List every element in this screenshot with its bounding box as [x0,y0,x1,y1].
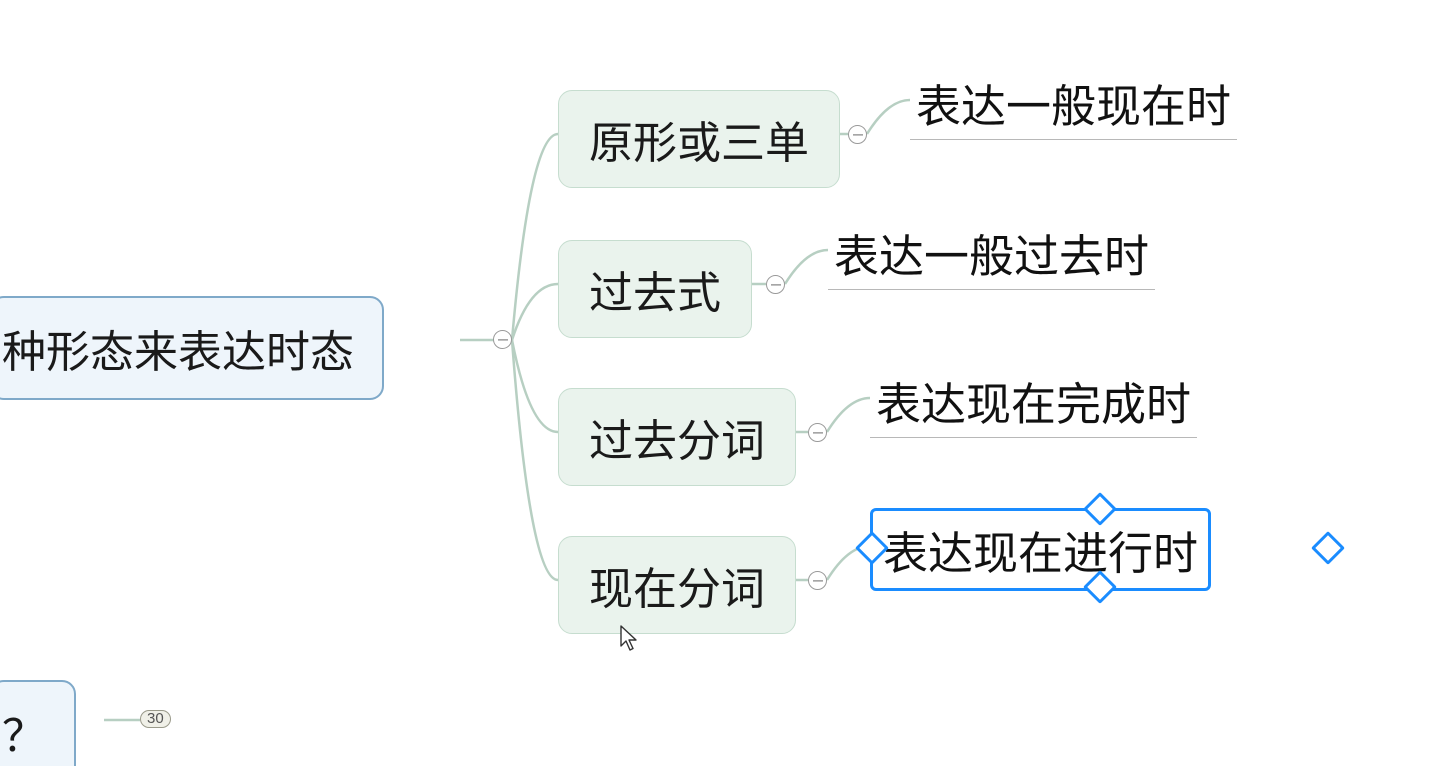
mindmap-root-node[interactable]: 种形态来表达时态 [0,296,384,400]
mindmap-leaf-node-2[interactable]: 表达一般过去时 [828,216,1155,290]
mindmap-node-mid1[interactable]: 原形或三单 [558,90,840,188]
mindmap-node-mid4[interactable]: 现在分词 [558,536,796,634]
node-label: 现在分词 [589,565,765,614]
expand-collapse-toggle[interactable] [766,275,785,294]
expand-collapse-toggle[interactable] [808,571,827,590]
leaf-label: 表达现在进行时 [883,528,1198,579]
leaf-label: 表达现在完成时 [876,379,1191,430]
root-node-label: 种形态来表达时态 [2,328,354,377]
mindmap-leaf-node-1[interactable]: 表达一般现在时 [910,66,1237,140]
node-label: 过去式 [589,269,721,318]
mindmap-root-node-2[interactable]: ？ [0,680,76,766]
expand-collapse-toggle[interactable] [493,330,512,349]
mindmap-node-mid3[interactable]: 过去分词 [558,388,796,486]
node-label: 过去分词 [589,417,765,466]
expand-collapse-toggle[interactable] [808,423,827,442]
leaf-label: 表达一般过去时 [834,231,1149,282]
selection-handle-right[interactable] [1311,531,1345,565]
root-node-2-label: ？ [2,712,46,761]
mindmap-leaf-node-3[interactable]: 表达现在完成时 [870,364,1197,438]
expand-collapse-toggle[interactable] [848,125,867,144]
leaf-label: 表达一般现在时 [916,81,1231,132]
node-label: 原形或三单 [589,119,809,168]
badge-value: 30 [147,710,164,727]
mindmap-node-mid2[interactable]: 过去式 [558,240,752,338]
child-count-badge[interactable]: 30 [140,710,171,728]
mindmap-leaf-node-4-selected[interactable]: 表达现在进行时 [870,508,1211,591]
